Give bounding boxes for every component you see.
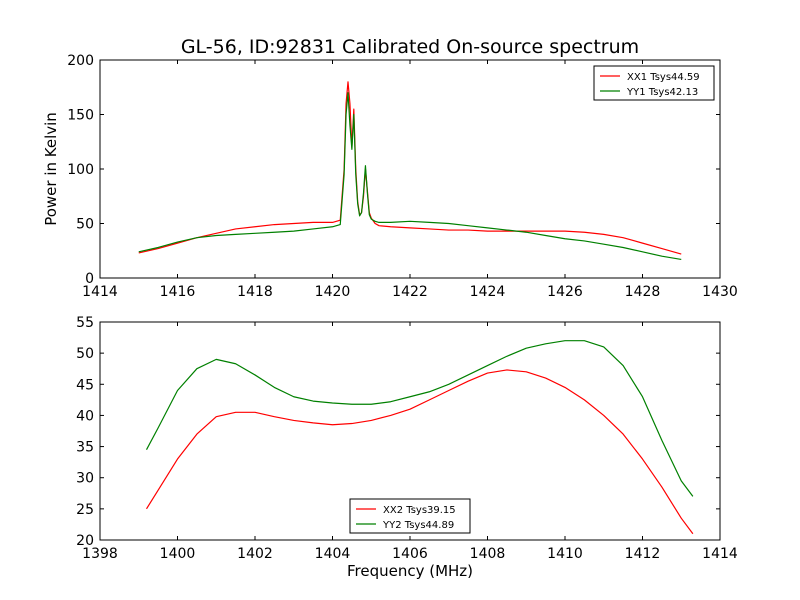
bottom-legend-label-yy: YY2 Tsys44.89 bbox=[382, 520, 454, 531]
top-x-tick-label: 1426 bbox=[547, 284, 583, 300]
bottom-x-tick-label: 1402 bbox=[237, 546, 273, 562]
top-legend-frame bbox=[593, 65, 715, 101]
top-x-tick-label: 1418 bbox=[237, 284, 273, 300]
bottom-legend-frame bbox=[349, 498, 471, 534]
top-y-tick-label: 0 bbox=[85, 271, 94, 287]
top-legend: XX1 Tsys44.59 YY1 Tsys42.13 bbox=[593, 65, 715, 101]
top-x-tick-label: 1414 bbox=[82, 284, 118, 300]
top-x-tick-label: 1430 bbox=[702, 284, 738, 300]
bottom-x-axis-label: Frequency (MHz) bbox=[347, 562, 473, 580]
bottom-y-tick-label: 20 bbox=[76, 533, 94, 549]
bottom-series-xx-line bbox=[145, 369, 694, 535]
bottom-y-tick-label: 55 bbox=[76, 315, 94, 331]
bottom-legend: XX2 Tsys39.15 YY2 Tsys44.89 bbox=[349, 498, 471, 534]
top-x-tick-label: 1420 bbox=[315, 284, 351, 300]
top-series-yy-line bbox=[138, 92, 682, 261]
top-x-tick-label: 1422 bbox=[392, 284, 428, 300]
bottom-y-tick-label: 50 bbox=[76, 346, 94, 362]
top-legend-label-yy: YY1 Tsys42.13 bbox=[626, 87, 698, 98]
figure-title: GL-56, ID:92831 Calibrated On-source spe… bbox=[181, 36, 639, 58]
top-x-tick-label: 1428 bbox=[625, 284, 661, 300]
bottom-x-tick-label: 1400 bbox=[160, 546, 196, 562]
bottom-y-tick-label: 45 bbox=[76, 377, 94, 393]
bottom-x-tick-label: 1406 bbox=[392, 546, 428, 562]
top-panel: 1414 1416 1418 1420 1422 1424 1426 1428 1430 0 50 1… bbox=[42, 53, 738, 300]
bottom-x-tick-label: 1408 bbox=[470, 546, 506, 562]
bottom-series-yy-line bbox=[145, 340, 694, 497]
bottom-x-tick-label: 1410 bbox=[547, 546, 583, 562]
bottom-y-tick-label: 30 bbox=[76, 471, 94, 487]
bottom-x-tick-label: 1404 bbox=[315, 546, 351, 562]
bottom-panel: 1398 1400 1402 1404 1406 1408 1410 1412 1414 20 25… bbox=[76, 315, 738, 580]
top-x-tick-label: 1416 bbox=[160, 284, 196, 300]
bottom-x-tick-label: 1398 bbox=[82, 546, 118, 562]
bottom-y-tick-label: 35 bbox=[76, 440, 94, 456]
top-y-tick-label: 100 bbox=[67, 162, 94, 178]
top-y-tick-label: 50 bbox=[76, 217, 94, 233]
top-y-axis-label: Power in Kelvin bbox=[42, 112, 60, 226]
bottom-x-tick-label: 1412 bbox=[625, 546, 661, 562]
bottom-y-tick-label: 25 bbox=[76, 502, 94, 518]
bottom-y-tick-label: 40 bbox=[76, 408, 94, 424]
bottom-legend-label-xx: XX2 Tsys39.15 bbox=[383, 505, 456, 516]
bottom-x-tick-label: 1414 bbox=[702, 546, 738, 562]
top-y-tick-label: 150 bbox=[67, 108, 94, 124]
top-y-tick-label: 200 bbox=[67, 53, 94, 69]
top-legend-label-xx: XX1 Tsys44.59 bbox=[627, 72, 700, 83]
top-x-tick-label: 1424 bbox=[470, 284, 506, 300]
